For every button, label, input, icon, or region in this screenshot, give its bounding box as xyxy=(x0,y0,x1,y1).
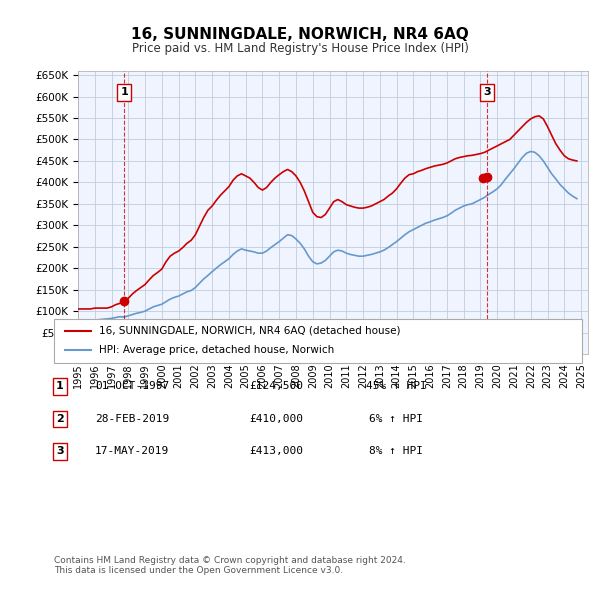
Text: Price paid vs. HM Land Registry's House Price Index (HPI): Price paid vs. HM Land Registry's House … xyxy=(131,42,469,55)
Text: 1: 1 xyxy=(120,87,128,97)
Text: £124,500: £124,500 xyxy=(249,382,303,391)
Text: 3: 3 xyxy=(483,87,490,97)
Text: HPI: Average price, detached house, Norwich: HPI: Average price, detached house, Norw… xyxy=(99,346,334,355)
Text: 01-OCT-1997: 01-OCT-1997 xyxy=(95,382,169,391)
Text: 45% ↑ HPI: 45% ↑ HPI xyxy=(365,382,427,391)
Text: 28-FEB-2019: 28-FEB-2019 xyxy=(95,414,169,424)
Text: 16, SUNNINGDALE, NORWICH, NR4 6AQ: 16, SUNNINGDALE, NORWICH, NR4 6AQ xyxy=(131,27,469,41)
Text: 3: 3 xyxy=(56,447,64,456)
Text: Contains HM Land Registry data © Crown copyright and database right 2024.
This d: Contains HM Land Registry data © Crown c… xyxy=(54,556,406,575)
Text: 16, SUNNINGDALE, NORWICH, NR4 6AQ (detached house): 16, SUNNINGDALE, NORWICH, NR4 6AQ (detac… xyxy=(99,326,400,336)
Text: 6% ↑ HPI: 6% ↑ HPI xyxy=(369,414,423,424)
Text: £410,000: £410,000 xyxy=(249,414,303,424)
Text: 8% ↑ HPI: 8% ↑ HPI xyxy=(369,447,423,456)
Text: £413,000: £413,000 xyxy=(249,447,303,456)
FancyBboxPatch shape xyxy=(54,319,582,363)
Text: 17-MAY-2019: 17-MAY-2019 xyxy=(95,447,169,456)
Text: 1: 1 xyxy=(56,382,64,391)
Text: 2: 2 xyxy=(56,414,64,424)
